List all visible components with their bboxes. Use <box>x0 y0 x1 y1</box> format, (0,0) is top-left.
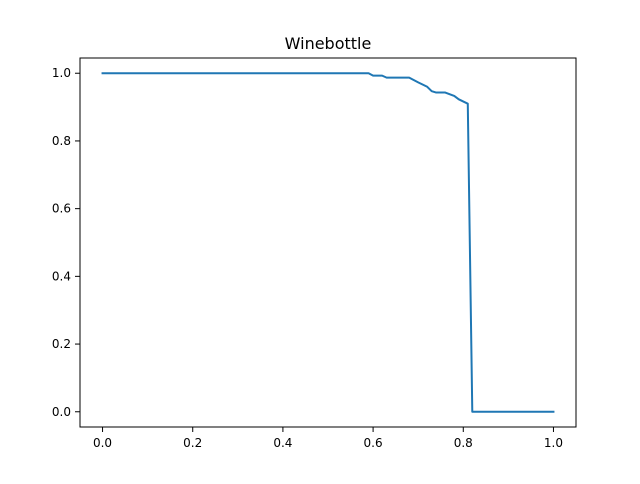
chart-title: Winebottle <box>285 34 372 53</box>
y-tick-label-1: 0.2 <box>52 337 71 351</box>
x-tick-label-4: 0.8 <box>454 436 473 450</box>
y-tick-label-5: 1.0 <box>52 66 71 80</box>
y-tick-label-0: 0.0 <box>52 405 71 419</box>
y-tick-label-4: 0.8 <box>52 134 71 148</box>
x-tick-label-5: 1.0 <box>544 436 563 450</box>
y-tick-label-2: 0.4 <box>52 269 71 283</box>
series-line-0 <box>101 72 555 413</box>
x-tick-label-1: 0.2 <box>183 436 202 450</box>
x-tick-label-0: 0.0 <box>93 436 112 450</box>
axes: 0.0 0.2 0.4 0.6 0.8 1.0 0.0 0.2 0.4 0.6 0.8 1.0 <box>52 57 577 450</box>
axes-frame <box>79 57 577 428</box>
x-tick-label-3: 0.6 <box>364 436 383 450</box>
y-tick-label-3: 0.6 <box>52 202 71 216</box>
plot-area <box>101 72 555 413</box>
x-tick-label-2: 0.4 <box>273 436 292 450</box>
